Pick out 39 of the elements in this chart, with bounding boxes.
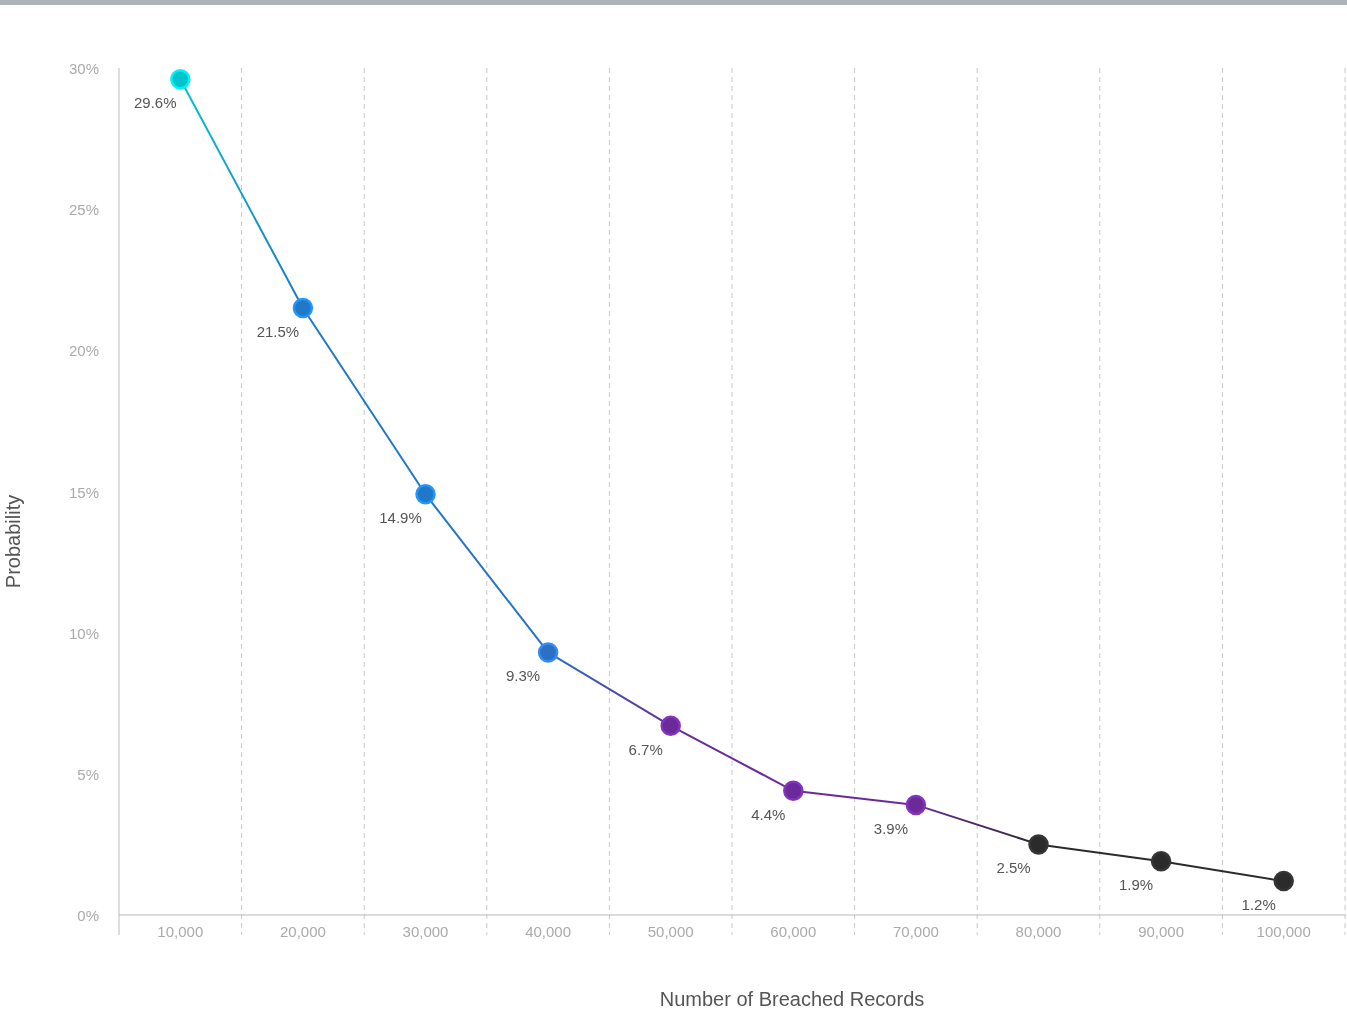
y-tick-label: 0% <box>77 907 99 924</box>
data-label: 9.3% <box>506 667 541 685</box>
point <box>415 484 436 505</box>
x-tick-label: 70,000 <box>892 923 939 940</box>
data-label: 29.6% <box>134 94 177 112</box>
y-tick-label: 15% <box>68 483 99 501</box>
data-label: 1.9% <box>1119 876 1154 894</box>
y-axis-title: Probability <box>2 494 24 589</box>
point <box>905 794 927 816</box>
x-tick-label: 50,000 <box>647 923 694 940</box>
point <box>1150 851 1172 872</box>
x-tick-label: 20,000 <box>279 923 326 940</box>
data-label: 4.4% <box>751 805 786 823</box>
point <box>292 297 314 319</box>
x-tick-label: 30,000 <box>402 923 449 940</box>
x-tick-label: 40,000 <box>525 923 572 940</box>
y-tick-label: 30% <box>68 60 99 77</box>
x-tick-label: 10,000 <box>157 923 204 940</box>
y-tick-label: 25% <box>68 201 99 219</box>
point <box>1028 834 1049 855</box>
point <box>170 69 191 90</box>
x-tick-label: 100,000 <box>1256 923 1311 940</box>
data-label: 2.5% <box>996 859 1031 877</box>
data-label: 21.5% <box>256 322 300 340</box>
x-axis-title: Number of Breached Records <box>659 988 925 1010</box>
point <box>537 642 559 663</box>
y-tick-label: 20% <box>68 342 99 360</box>
x-tick-label: 60,000 <box>770 923 817 940</box>
x-tick-label: 80,000 <box>1015 923 1062 940</box>
point <box>660 715 681 737</box>
point <box>783 780 804 802</box>
y-tick-label: 10% <box>68 624 99 642</box>
y-tick-label: 5% <box>77 765 99 783</box>
x-tick-label: 90,000 <box>1138 923 1185 940</box>
data-label: 6.7% <box>628 740 663 758</box>
data-label: 14.9% <box>379 509 422 527</box>
data-label: 3.9% <box>873 819 908 837</box>
point <box>1273 870 1294 892</box>
data-label: 1.2% <box>1241 896 1276 914</box>
